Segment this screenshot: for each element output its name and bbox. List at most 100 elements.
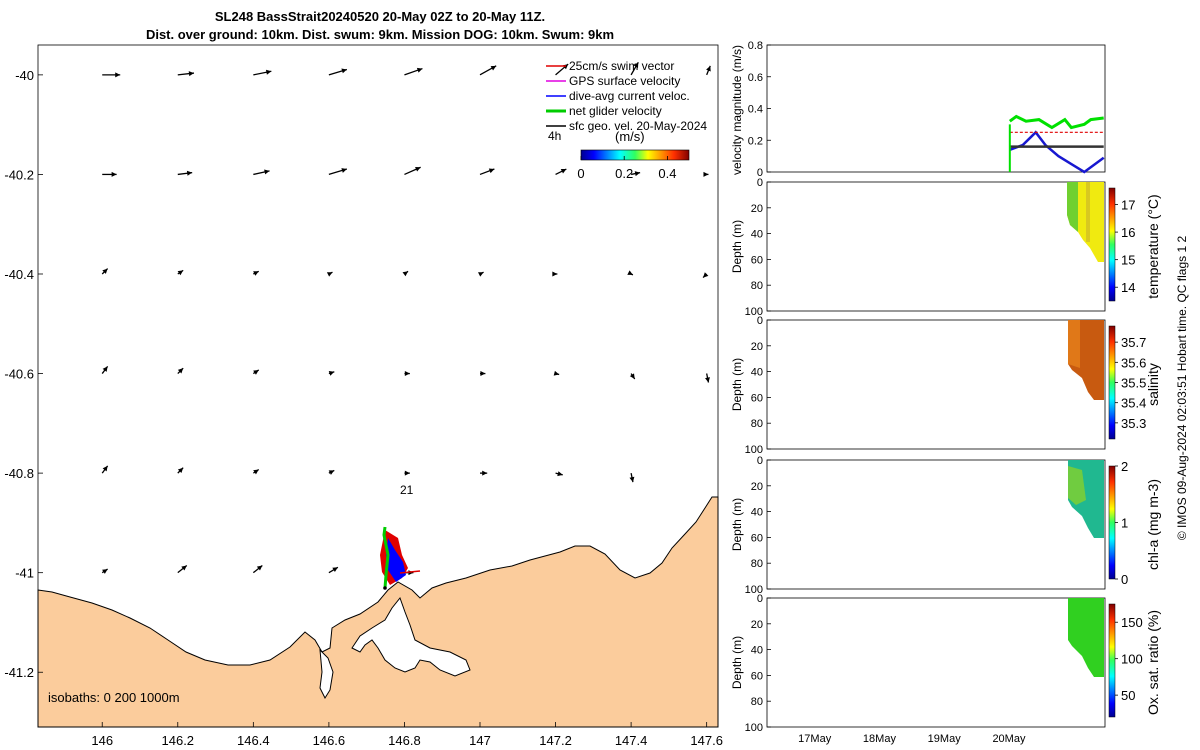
colorbar-tick-label: 15	[1121, 253, 1135, 268]
velocity-vector-head	[627, 270, 633, 275]
map-xtick-label: 146	[91, 733, 113, 748]
map-colorbar-ticks: 0 0.2 0.4	[577, 156, 676, 181]
colorbar-tick-label: 17	[1121, 198, 1135, 213]
inlet	[319, 648, 334, 700]
velocity-vector-head	[482, 470, 488, 476]
depth-tick-label: 80	[751, 558, 763, 570]
legend-label: net glider velocity	[569, 104, 662, 118]
velocity-vector-head	[552, 271, 558, 277]
map-ytick-label: -40.4	[4, 267, 34, 282]
velocity-vector-head	[265, 69, 272, 75]
colorbar-tick-label: 0	[1121, 572, 1128, 587]
depth-tick-label: 100	[745, 306, 763, 318]
velocity-vector-head	[253, 369, 259, 375]
colorbar-tick-label: 1	[1121, 516, 1128, 531]
colorbar-tick-label: 0.4	[658, 166, 676, 181]
time-tick-label: 19May	[928, 733, 962, 745]
map-ytick-label: -40	[15, 68, 34, 83]
velocity-vector-head	[102, 569, 108, 574]
section-frame	[766, 597, 1106, 728]
legend-label: dive-avg current veloc.	[569, 89, 690, 103]
net-glider-track	[382, 526, 390, 589]
velocity-vector-head	[253, 271, 259, 276]
time-label: 4h	[548, 129, 561, 143]
dive-avg-current-vectors	[386, 538, 406, 582]
section-colorbar-label: Ox. sat. ratio (%)	[1145, 610, 1161, 715]
colorbar-tick-label: 35.5	[1121, 376, 1146, 391]
section-panel-temperature: 0 20 40 60 80 100 Depth (m) 14 15 16 17 temperature…	[730, 177, 1161, 318]
depth-tick-label: 60	[751, 392, 763, 404]
colorbar-tick-label: 150	[1121, 615, 1143, 630]
velocity-vector-head	[633, 62, 639, 68]
salinity-profile	[1068, 320, 1104, 400]
colorbar-label: (m/s)	[615, 129, 645, 144]
map-ytick-label: -41.2	[4, 665, 34, 680]
depth-tick-label: 80	[751, 418, 763, 430]
velocity-vector-head	[264, 169, 270, 175]
depth-tick-label: 100	[745, 584, 763, 596]
temperature-profile	[1067, 182, 1104, 262]
velocity-vector-head	[480, 371, 486, 377]
velocity-vector-head	[332, 567, 338, 572]
depth-tick-label: 80	[751, 696, 763, 708]
section-colorbar-label: salinity	[1145, 363, 1161, 406]
section-panel-salinity: 0 20 40 60 80 100 Depth (m) 35.3 35.4 35.5 35.6 35.…	[730, 315, 1161, 456]
colorbar-tick-label: 0.2	[615, 166, 633, 181]
depth-tick-label: 20	[751, 203, 763, 215]
map-annotation: 21	[400, 483, 414, 497]
velocity-vector-head	[102, 268, 108, 274]
velocity-vector-head	[703, 272, 709, 278]
depth-tick-label: 40	[751, 507, 763, 519]
velocity-vector-head	[326, 272, 333, 277]
depth-tick-label: 0	[757, 593, 763, 605]
chart-title: SL248 BassStrait20240520 20-May 02Z to 2…	[214, 9, 546, 24]
legend-label: sfc geo. vel. 20-May-2024	[569, 119, 707, 133]
colorbar-tick-label: 2	[1121, 459, 1128, 474]
map-xtick-label: 146.8	[388, 733, 421, 748]
colorbar-tick-label: 50	[1121, 688, 1135, 703]
colorbar-tick-label: 0	[577, 166, 584, 181]
velocity-vector-head	[188, 71, 194, 77]
depth-tick-label: 100	[745, 722, 763, 734]
colorbar-tick-label: 100	[1121, 652, 1143, 667]
depth-tick-label: 60	[751, 532, 763, 544]
colorbar-tick-label: 14	[1121, 280, 1135, 295]
section-frame	[766, 181, 1106, 312]
velocity-vector-head	[341, 68, 347, 74]
map-xtick-label: 147.6	[690, 733, 723, 748]
depth-tick-label: 0	[757, 315, 763, 327]
velocity-frame	[766, 44, 1106, 173]
velocity-vector-head	[490, 65, 497, 71]
surface-velocity-vectors	[101, 61, 711, 576]
glider-position	[383, 586, 387, 590]
depth-label: Depth (m)	[730, 220, 744, 273]
map-ytick-label: -41	[15, 566, 34, 581]
map-xtick-label: 146.2	[162, 733, 195, 748]
velocity-vector-head	[560, 169, 567, 174]
isobaths-label: isobaths: 0 200 1000m	[48, 690, 180, 705]
velocity-vector-head	[186, 170, 193, 176]
map-xtick-label: 146.6	[313, 733, 346, 748]
footer-credit: © IMOS 09-Aug-2024 02:03:51 Hobart time.…	[1175, 236, 1189, 541]
map-ytick-label: -40.8	[4, 466, 34, 481]
section-frame	[766, 319, 1106, 450]
swim-vector-tail	[399, 570, 421, 574]
velocity-vector-head	[402, 271, 409, 277]
velocity-vector-head	[102, 366, 108, 372]
velocity-vector-head	[253, 469, 259, 475]
velocity-vector-head	[634, 171, 641, 177]
colorbar-tick-label: 16	[1121, 225, 1135, 240]
map-ytick-label: -40.6	[4, 367, 34, 382]
oxygen-profile	[1068, 598, 1104, 677]
map-ytick-label: -40.2	[4, 167, 34, 182]
colorbar-tick-label: 35.6	[1121, 355, 1146, 370]
depth-label: Depth (m)	[730, 636, 744, 689]
section-frame	[766, 459, 1106, 590]
velocity-vector-head	[703, 171, 709, 177]
section-colorbar	[1108, 603, 1116, 718]
velocity-vector-head	[706, 65, 711, 72]
velocity-vector-head	[629, 373, 635, 379]
section-panel-oxygen: 0 20 40 60 80 100 Depth (m) 50 100 150 Ox. sat. ra…	[730, 593, 1161, 734]
time-tick-label: 20May	[992, 733, 1026, 745]
